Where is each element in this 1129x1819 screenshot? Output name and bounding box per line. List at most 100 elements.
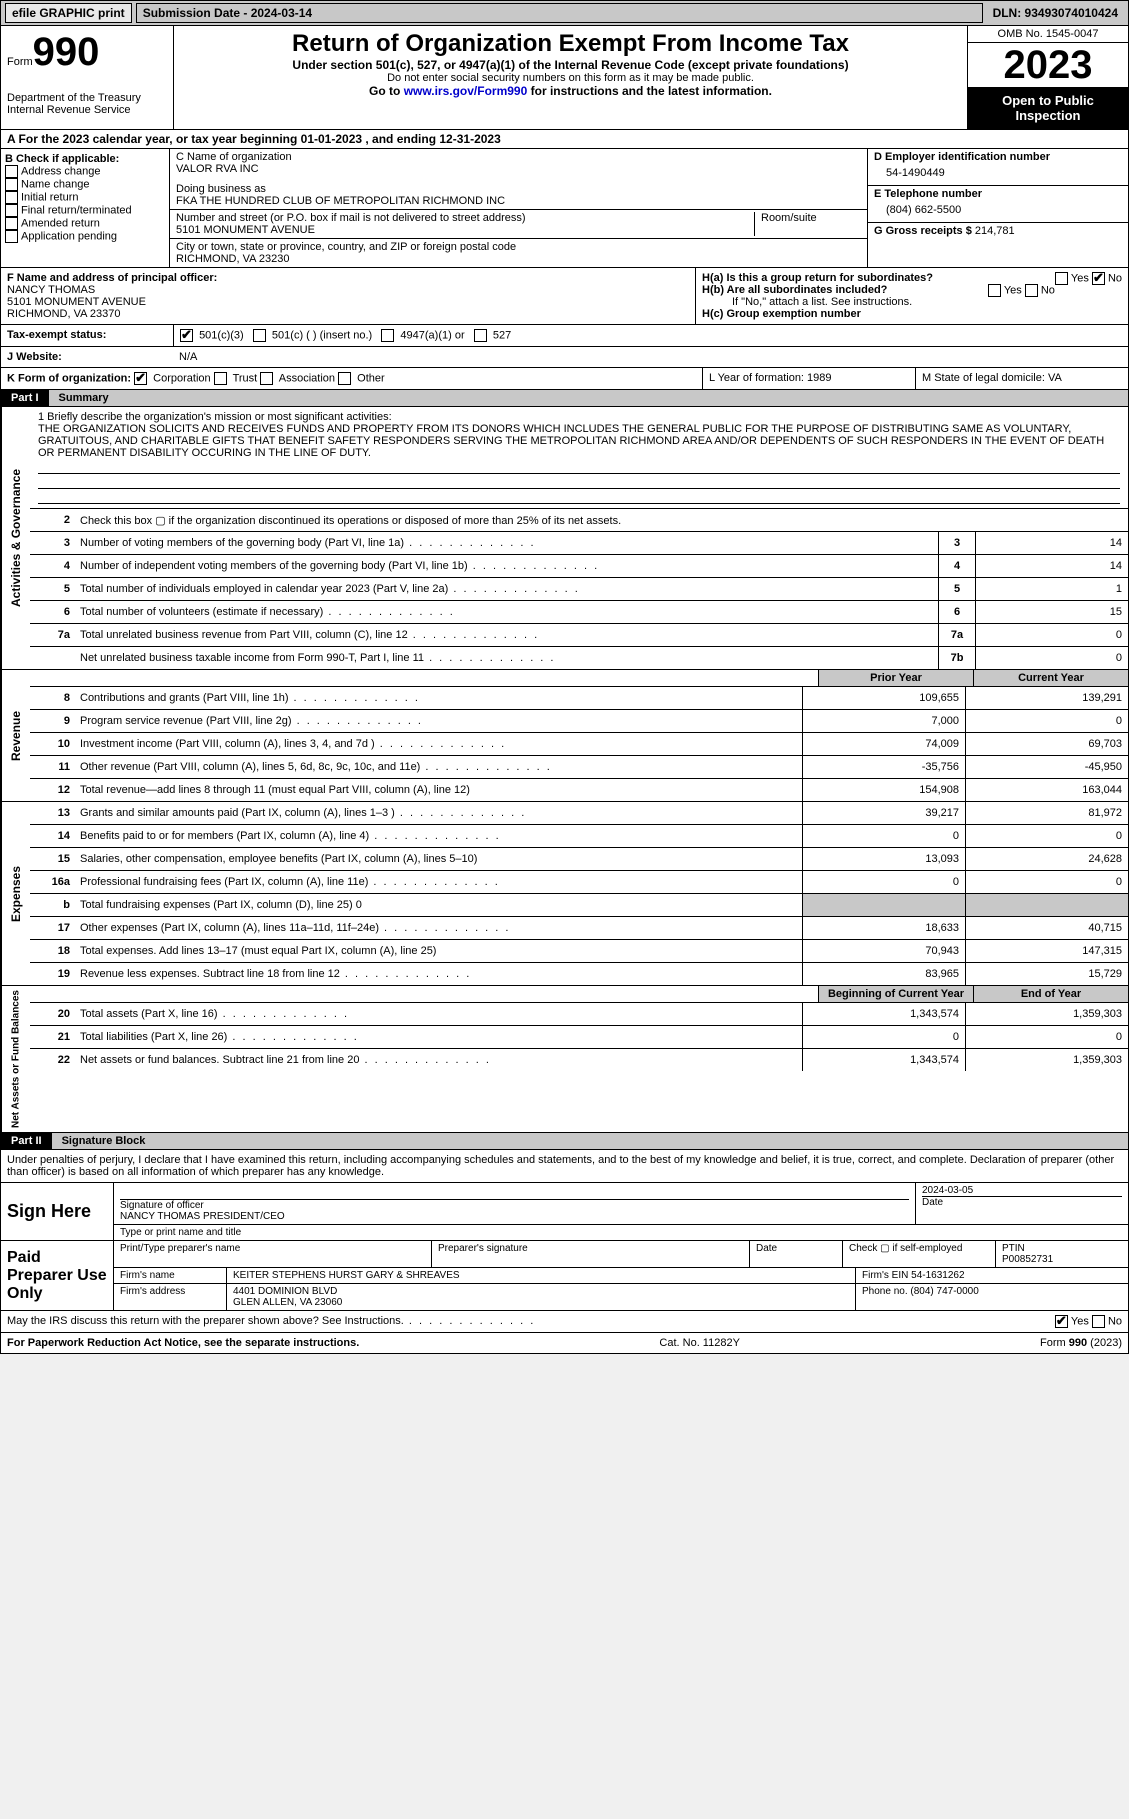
- vlabel-net: Net Assets or Fund Balances: [1, 986, 30, 1132]
- dba-label: Doing business as: [176, 183, 861, 195]
- public-inspection-label: Open to Public Inspection: [968, 87, 1128, 129]
- tax-status-label: Tax-exempt status:: [1, 325, 174, 346]
- vlabel-rev: Revenue: [1, 670, 30, 801]
- print-preparer-label: Print/Type preparer's name: [114, 1241, 432, 1267]
- c-name-label: C Name of organization: [176, 151, 861, 163]
- form-subtitle-1: Under section 501(c), 527, or 4947(a)(1)…: [178, 58, 963, 72]
- vlabel-exp: Expenses: [1, 802, 30, 985]
- page-footer: For Paperwork Reduction Act Notice, see …: [0, 1333, 1129, 1354]
- firm-name: KEITER STEPHENS HURST GARY & SHREAVES: [227, 1268, 856, 1283]
- org-name: VALOR RVA INC: [176, 163, 861, 175]
- checkbox-final-return[interactable]: [5, 204, 18, 217]
- checkbox-501c[interactable]: [253, 329, 266, 342]
- part2-header: Part II Signature Block: [0, 1133, 1129, 1150]
- dept-label: Department of the Treasury Internal Reve…: [7, 92, 167, 116]
- omb-number: OMB No. 1545-0047: [968, 26, 1128, 43]
- city-value: RICHMOND, VA 23230: [176, 253, 861, 265]
- street-value: 5101 MONUMENT AVENUE: [176, 224, 754, 236]
- efile-print-button[interactable]: efile GRAPHIC print: [5, 3, 132, 23]
- form-label: Form: [7, 56, 33, 68]
- ptin-value: P00852731: [1002, 1254, 1053, 1265]
- block-f-h: F Name and address of principal officer:…: [0, 268, 1129, 325]
- k-row: K Form of organization: Corporation Trus…: [0, 368, 1129, 390]
- part1-header: Part I Summary: [0, 390, 1129, 407]
- date-label: Date: [922, 1196, 1122, 1208]
- sign-here-label: Sign Here: [1, 1183, 114, 1240]
- firm-ein-label: Firm's EIN: [862, 1270, 908, 1281]
- f-officer-addr1: 5101 MONUMENT AVENUE: [7, 296, 689, 308]
- end-year-header: End of Year: [973, 986, 1128, 1002]
- discuss-row: May the IRS discuss this return with the…: [0, 1311, 1129, 1333]
- form-subtitle-3: Go to www.irs.gov/Form990 for instructio…: [178, 84, 963, 98]
- firm-name-label: Firm's name: [114, 1268, 227, 1283]
- f-officer-addr2: RICHMOND, VA 23370: [7, 308, 689, 320]
- gov-block: Activities & Governance 1 Briefly descri…: [0, 407, 1129, 670]
- underline: [38, 489, 1120, 504]
- part1-num: Part I: [1, 390, 49, 406]
- checkbox-other[interactable]: [338, 372, 351, 385]
- preparer-date-label: Date: [750, 1241, 843, 1267]
- checkbox-app-pending[interactable]: [5, 230, 18, 243]
- mission-text: THE ORGANIZATION SOLICITS AND RECEIVES F…: [38, 423, 1120, 459]
- checkbox-address-change[interactable]: [5, 165, 18, 178]
- expenses-block: Expenses 13Grants and similar amounts pa…: [0, 802, 1129, 986]
- checkbox-corp[interactable]: [134, 372, 147, 385]
- revenue-block: Revenue Prior YearCurrent Year 8Contribu…: [0, 670, 1129, 802]
- checkbox-hb-no[interactable]: [1025, 284, 1038, 297]
- firm-ein: 54-1631262: [911, 1270, 964, 1281]
- vlabel-gov: Activities & Governance: [1, 407, 30, 669]
- paid-preparer-row: Paid Preparer Use Only Print/Type prepar…: [0, 1241, 1129, 1311]
- sign-here-row: Sign Here Signature of officer NANCY THO…: [0, 1183, 1129, 1241]
- underline: [38, 459, 1120, 474]
- tax-year: 2023: [968, 43, 1128, 87]
- part2-title: Signature Block: [52, 1133, 1128, 1149]
- row-a-period: A For the 2023 calendar year, or tax yea…: [0, 130, 1129, 149]
- current-year-header: Current Year: [973, 670, 1128, 686]
- checkbox-amended[interactable]: [5, 217, 18, 230]
- e-phone-label: E Telephone number: [874, 188, 1122, 200]
- e-phone-value: (804) 662-5500: [874, 200, 1122, 220]
- sign-date: 2024-03-05: [922, 1185, 1122, 1196]
- begin-year-header: Beginning of Current Year: [818, 986, 973, 1002]
- part1-title: Summary: [49, 390, 1128, 406]
- f-officer-label: F Name and address of principal officer:: [7, 272, 689, 284]
- firm-addr2: GLEN ALLEN, VA 23060: [233, 1297, 342, 1308]
- checkbox-discuss-yes[interactable]: [1055, 1315, 1068, 1328]
- j-website-label: J Website:: [1, 347, 173, 367]
- j-website-value: N/A: [173, 347, 1128, 367]
- type-print-label: Type or print name and title: [114, 1225, 1128, 1240]
- discuss-q: May the IRS discuss this return with the…: [7, 1315, 1055, 1328]
- dln-number: DLN: 93493074010424: [987, 4, 1124, 22]
- city-label: City or town, state or province, country…: [176, 241, 861, 253]
- form-title: Return of Organization Exempt From Incom…: [178, 30, 963, 58]
- checkbox-initial-return[interactable]: [5, 191, 18, 204]
- room-label: Room/suite: [761, 212, 861, 224]
- checkbox-hb-yes[interactable]: [988, 284, 1001, 297]
- form-990-page: efile GRAPHIC print Submission Date - 20…: [0, 0, 1129, 1354]
- top-bar: efile GRAPHIC print Submission Date - 20…: [0, 0, 1129, 26]
- checkbox-4947[interactable]: [381, 329, 394, 342]
- preparer-sig-label: Preparer's signature: [432, 1241, 750, 1267]
- block-b-c-d-e-g: B Check if applicable: Address change Na…: [0, 149, 1129, 268]
- firm-addr-label: Firm's address: [114, 1284, 227, 1310]
- checkbox-527[interactable]: [474, 329, 487, 342]
- checkbox-name-change[interactable]: [5, 178, 18, 191]
- checkbox-assoc[interactable]: [260, 372, 273, 385]
- sig-officer-label: Signature of officer: [120, 1200, 909, 1211]
- ha-label: H(a) Is this a group return for subordin…: [702, 272, 933, 284]
- part2-num: Part II: [1, 1133, 52, 1149]
- checkbox-discuss-no[interactable]: [1092, 1315, 1105, 1328]
- d-ein-value: 54-1490449: [874, 163, 1122, 183]
- d-ein-label: D Employer identification number: [874, 151, 1122, 163]
- irs-link[interactable]: www.irs.gov/Form990: [404, 84, 528, 98]
- checkbox-trust[interactable]: [214, 372, 227, 385]
- self-employed-check: Check ▢ if self-employed: [843, 1241, 996, 1267]
- firm-phone-label: Phone no.: [862, 1286, 908, 1297]
- b-label: B Check if applicable:: [5, 153, 165, 165]
- underline: [38, 474, 1120, 489]
- ptin-label: PTIN: [1002, 1243, 1025, 1254]
- checkbox-501c3[interactable]: [180, 329, 193, 342]
- dba-name: FKA THE HUNDRED CLUB OF METROPOLITAN RIC…: [176, 195, 861, 207]
- checkbox-ha-no[interactable]: [1092, 272, 1105, 285]
- checkbox-ha-yes[interactable]: [1055, 272, 1068, 285]
